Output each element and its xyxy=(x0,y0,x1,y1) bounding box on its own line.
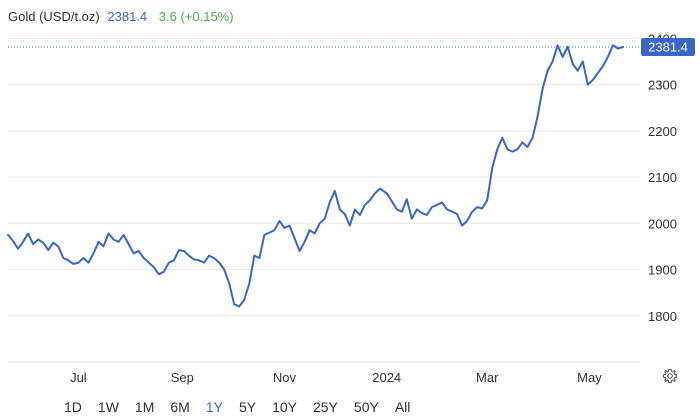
price-change: 3.6 (+0.15%) xyxy=(158,9,234,24)
x-tick-label: May xyxy=(577,370,602,385)
x-tick-label: Nov xyxy=(273,370,297,385)
y-tick-label: 2200 xyxy=(648,124,677,139)
y-tick-label: 1800 xyxy=(648,309,677,324)
instrument-name: Gold (USD/t.oz) xyxy=(8,9,100,24)
y-tick-label: 2300 xyxy=(648,78,677,93)
y-tick-label: 2100 xyxy=(648,170,677,185)
y-tick-label: 2000 xyxy=(648,216,677,231)
last-value-label: 2381.4 xyxy=(648,39,688,54)
range-button-1d[interactable]: 1D xyxy=(64,399,82,415)
x-tick-label: Sep xyxy=(171,370,194,385)
x-tick-label: Jul xyxy=(70,370,87,385)
range-button-50y[interactable]: 50Y xyxy=(353,399,379,415)
range-button-25y[interactable]: 25Y xyxy=(312,399,338,415)
series-line xyxy=(7,44,624,308)
y-tick-label: 1900 xyxy=(648,263,677,278)
chart-header: Gold (USD/t.oz) 2381.4 3.6 (+0.15%) xyxy=(8,9,234,25)
range-button-1y[interactable]: 1Y xyxy=(205,399,223,415)
range-button-10y[interactable]: 10Y xyxy=(272,399,297,415)
range-button-1w[interactable]: 1W xyxy=(97,399,119,415)
last-value-badge xyxy=(641,37,695,56)
x-tick-label: Mar xyxy=(476,370,499,385)
time-range-selector: 1D 1W 1M 6M 1Y 5Y 10Y 25Y 50Y All xyxy=(56,399,418,415)
current-price: 2381.4 xyxy=(107,9,148,24)
range-button-5y[interactable]: 5Y xyxy=(238,399,257,415)
range-button-1m[interactable]: 1M xyxy=(134,399,155,415)
range-button-all[interactable]: All xyxy=(394,399,411,415)
gear-icon[interactable] xyxy=(662,368,678,384)
range-button-6m[interactable]: 6M xyxy=(170,399,190,415)
x-tick-label: 2024 xyxy=(372,370,401,385)
